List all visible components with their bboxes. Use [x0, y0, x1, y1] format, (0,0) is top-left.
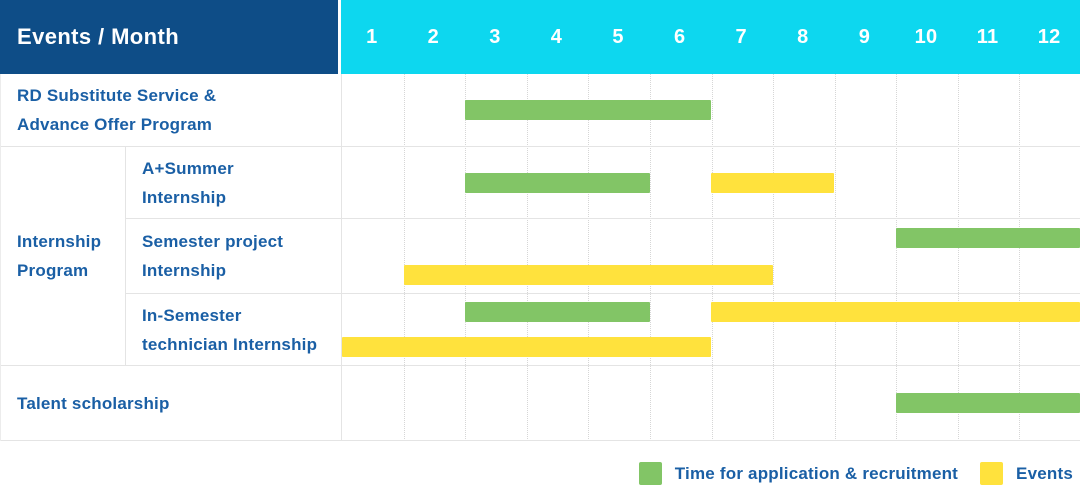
row-chart-area — [342, 294, 1080, 365]
legend: Time for application & recruitment Events — [638, 462, 1073, 485]
month-header-cell: 7 — [735, 25, 747, 48]
row-label-line: Internship — [142, 261, 227, 280]
events-bar — [342, 337, 711, 358]
month-gridline — [1019, 74, 1021, 441]
application-recruitment-bar — [465, 100, 711, 120]
bar-line — [342, 219, 1080, 256]
month-header-cell: 9 — [858, 25, 871, 48]
month-gridline — [896, 74, 898, 441]
application-recruitment-bar — [895, 227, 1080, 248]
events-bar — [711, 301, 1080, 322]
row-chart-area — [342, 147, 1080, 218]
application-legend-swatch — [638, 462, 662, 485]
row-label-line: RD Substitute Service & — [17, 86, 217, 105]
month-header-cell: 12 — [1037, 25, 1061, 48]
month-header-cell: 8 — [797, 25, 809, 48]
events-month-header-cell: Events / Month — [0, 0, 341, 74]
month-gridline — [526, 74, 528, 441]
table-row-rd-substitute-service: RD Substitute Service & Advance Offer Pro… — [1, 74, 1080, 147]
month-header-cell: 3 — [489, 25, 501, 48]
group-label-line: Internship — [17, 232, 102, 251]
row-label-line: Advance Offer Program — [17, 115, 213, 134]
application-recruitment-bar — [465, 301, 650, 322]
events-month-header-label: Events / Month — [17, 24, 180, 49]
row-label-cell: A+Summer Internship — [126, 147, 342, 218]
row-label-cell: In-Semester technician Internship — [126, 294, 342, 365]
group-label-cell: Internship Program — [1, 147, 126, 365]
row-label-cell: RD Substitute Service & Advance Offer Pro… — [1, 74, 342, 146]
events-bar — [711, 172, 834, 193]
bar-line — [342, 147, 1080, 218]
bar-line — [342, 330, 1080, 366]
application-recruitment-bar — [465, 172, 650, 193]
row-group-internship-program: Internship Program A+Summer Internship Semes… — [1, 147, 1080, 366]
table-row-talent-scholarship: Talent scholarship — [1, 366, 1080, 441]
month-gridline — [403, 74, 405, 441]
legend-item-application: Time for application & recruitment — [638, 462, 959, 485]
group-label-line: Program — [17, 261, 89, 280]
month-header-cell: 10 — [914, 25, 938, 48]
legend-label: Time for application & recruitment — [674, 463, 959, 483]
table-row-a-plus-summer-internship: A+Summer Internship — [126, 147, 1080, 219]
row-label-line: Internship — [142, 187, 227, 207]
legend-item-events: Events — [980, 462, 1073, 485]
events-bar — [403, 264, 773, 285]
bar-line — [342, 294, 1080, 330]
bar-line — [342, 366, 1080, 440]
row-label-cell: Semester project Internship — [126, 219, 342, 293]
month-header-cell: 6 — [673, 25, 686, 48]
application-recruitment-bar — [895, 393, 1080, 413]
month-gridline — [773, 74, 775, 441]
month-gridline — [649, 74, 651, 441]
row-label-line: A+Summer — [142, 158, 234, 178]
month-header-cell: 11 — [976, 25, 999, 48]
table-body: RD Substitute Service & Advance Offer Pro… — [0, 74, 1080, 441]
row-label-line: Semester project — [142, 232, 284, 251]
month-gridline — [834, 74, 836, 441]
group-rows: A+Summer Internship Semester project Intern… — [126, 147, 1080, 365]
bar-line — [342, 74, 1080, 146]
month-gridline — [465, 74, 467, 441]
table-row-in-semester-technician-internship: In-Semester technician Internship — [126, 294, 1080, 365]
legend-label: Events — [1016, 463, 1073, 483]
events-legend-swatch — [980, 462, 1004, 485]
table-row-semester-project-internship: Semester project Internship — [126, 219, 1080, 294]
month-header-cell: 4 — [550, 25, 563, 48]
month-gridline — [711, 74, 713, 441]
month-gridline — [957, 74, 959, 441]
table-rows: RD Substitute Service & Advance Offer Pro… — [1, 74, 1080, 441]
row-label-line: Talent scholarship — [17, 393, 170, 413]
row-label-cell: Talent scholarship — [1, 366, 342, 440]
row-chart-area — [342, 366, 1080, 440]
month-header-cell: 2 — [427, 25, 440, 48]
row-chart-area — [342, 219, 1080, 293]
row-label-line: technician Internship — [142, 334, 318, 354]
month-gridline — [588, 74, 590, 441]
bar-line — [342, 256, 1080, 293]
month-gridlines — [342, 74, 1080, 441]
row-chart-area — [342, 74, 1080, 146]
row-label-line: In-Semester — [142, 305, 242, 325]
month-header-cell: 1 — [366, 25, 378, 48]
table-header: Events / Month 1 2 3 4 5 6 7 8 9 10 11 12 — [0, 0, 1080, 74]
month-header-row: 1 2 3 4 5 6 7 8 9 10 11 12 — [341, 0, 1080, 74]
month-header-cell: 5 — [612, 25, 624, 48]
